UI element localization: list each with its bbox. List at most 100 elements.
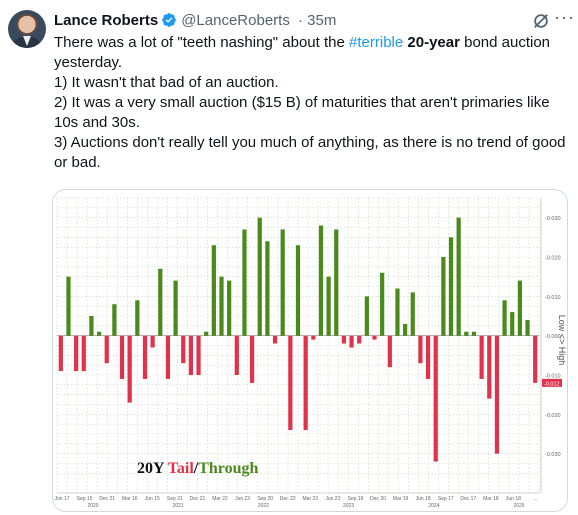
x-tick-label: Sep 21: [167, 496, 183, 502]
bar: [494, 335, 500, 454]
y-tick-label: -0.020: [545, 413, 561, 419]
bar: [387, 335, 392, 368]
x-year-label: 2025: [513, 503, 524, 509]
x-tick-label: Jun 18: [506, 496, 521, 502]
x-tick-label: Jun 22: [235, 496, 250, 502]
grok-icon[interactable]: [532, 12, 550, 30]
post-time[interactable]: 35m: [307, 12, 337, 29]
title-through: Through: [198, 460, 258, 477]
bar: [242, 229, 247, 336]
title-slash: /: [193, 460, 199, 477]
bar: [318, 225, 324, 336]
bar: [188, 335, 193, 375]
x-tick-label: Dec 21: [190, 496, 206, 502]
x-tick-label: Jun 17: [54, 496, 69, 502]
text-segment: There was a lot of "teeth nashing" about…: [54, 34, 350, 51]
title-main: 20Y: [137, 460, 168, 477]
bar: [257, 217, 262, 336]
x-axis: Jun 17 Sep 15 Dec 21 Mar 16 Jun 15 Sep 21 Dec …: [54, 492, 539, 509]
x-tick-label: Jun 18: [416, 496, 431, 502]
last-value-marker: [542, 378, 562, 387]
bar: [464, 331, 469, 336]
tweet-line-3: 2) It was a very small auction ($15 B) o…: [54, 94, 550, 131]
hashtag-link[interactable]: #terrible: [349, 34, 404, 51]
bar: [418, 335, 423, 364]
x-tick-label: ...: [534, 496, 538, 502]
bar: [510, 312, 515, 336]
tweet-line-1: There was a lot of "teeth nashing" about…: [54, 33, 570, 73]
bar: [211, 245, 216, 336]
bar: [357, 335, 362, 344]
bar-chart: -0.030 -0.020 -0.010 -0.000 -0.010 -0.020 -0.0…: [54, 197, 567, 509]
bar: [165, 335, 171, 379]
bar: [288, 335, 293, 431]
chart-title: 20Y Tail/Through: [137, 460, 259, 477]
time-separator: ·: [298, 12, 303, 29]
bar: [364, 296, 369, 336]
author-handle[interactable]: @LanceRoberts: [181, 12, 290, 29]
tweet-header: Lance Roberts @LanceRoberts · 35m: [54, 11, 558, 31]
bar: [295, 245, 301, 336]
bar: [425, 335, 431, 379]
tweet-line-2: 1) It wasn't that bad of an auction.: [54, 74, 279, 91]
x-tick-label: Dec 17: [460, 496, 476, 502]
bar: [525, 319, 530, 336]
x-tick-label: Dec 21: [99, 496, 115, 502]
x-tick-label: Mar 23: [303, 496, 319, 502]
bar: [158, 268, 163, 336]
y-tick-label: -0.000: [545, 334, 561, 340]
author-name[interactable]: Lance Roberts: [54, 12, 159, 29]
bar: [456, 217, 461, 336]
verified-badge-icon: [162, 13, 177, 27]
y-tick-label: -0.010: [545, 374, 561, 380]
bar: [479, 335, 484, 379]
bar: [96, 331, 102, 336]
bar: [487, 335, 492, 399]
bar: [66, 276, 71, 336]
x-year-label: 2021: [173, 503, 184, 509]
bar: [395, 288, 400, 336]
bar: [372, 335, 377, 340]
x-tick-label: Sep 17: [438, 496, 454, 502]
chart-bars: [58, 217, 538, 462]
bar: [341, 335, 347, 344]
bar: [104, 335, 109, 364]
bar: [150, 335, 155, 348]
bar: [219, 276, 224, 336]
bar: [58, 335, 63, 372]
x-tick-label: Sep 20: [257, 496, 273, 502]
x-tick-label: Mar 16: [122, 496, 138, 502]
bar: [334, 229, 339, 336]
bar: [173, 280, 178, 336]
bar: [181, 335, 186, 364]
x-tick-label: Dec 20: [370, 496, 386, 502]
x-year-label: 2020: [87, 503, 98, 509]
bar: [272, 335, 278, 344]
tweet-line-4: 3) Auctions don't really tell you much o…: [54, 134, 566, 171]
bar: [265, 241, 270, 336]
bar: [119, 335, 125, 379]
x-tick-label: Dec 22: [280, 496, 296, 502]
y-tick-label: -0.030: [545, 452, 561, 458]
bar: [127, 335, 132, 403]
x-year-label: 2024: [428, 503, 439, 509]
x-tick-label: Mar 22: [212, 496, 228, 502]
bar: [441, 257, 446, 336]
bold-text: 20-year: [407, 34, 460, 51]
bar: [517, 280, 522, 336]
bar: [433, 335, 438, 462]
y-axis: -0.030 -0.020 -0.010 -0.000 -0.010 -0.020 -0.0…: [540, 198, 562, 493]
y-axis-label: Low <> High: [557, 315, 567, 366]
x-tick-label: Mar 18: [483, 496, 499, 502]
bar: [234, 335, 239, 375]
y-tick-label: -0.020: [545, 256, 561, 262]
more-options-icon[interactable]: ···: [554, 7, 575, 27]
tweet-text: There was a lot of "teeth nashing" about…: [54, 33, 570, 173]
bar: [448, 237, 454, 336]
x-tick-label: Sep 19: [347, 496, 363, 502]
avatar[interactable]: [8, 10, 46, 48]
bar: [502, 300, 507, 336]
chart-image[interactable]: -0.030 -0.020 -0.010 -0.000 -0.010 -0.020 -0.0…: [52, 189, 568, 512]
bar: [204, 331, 209, 336]
bar: [471, 331, 477, 336]
